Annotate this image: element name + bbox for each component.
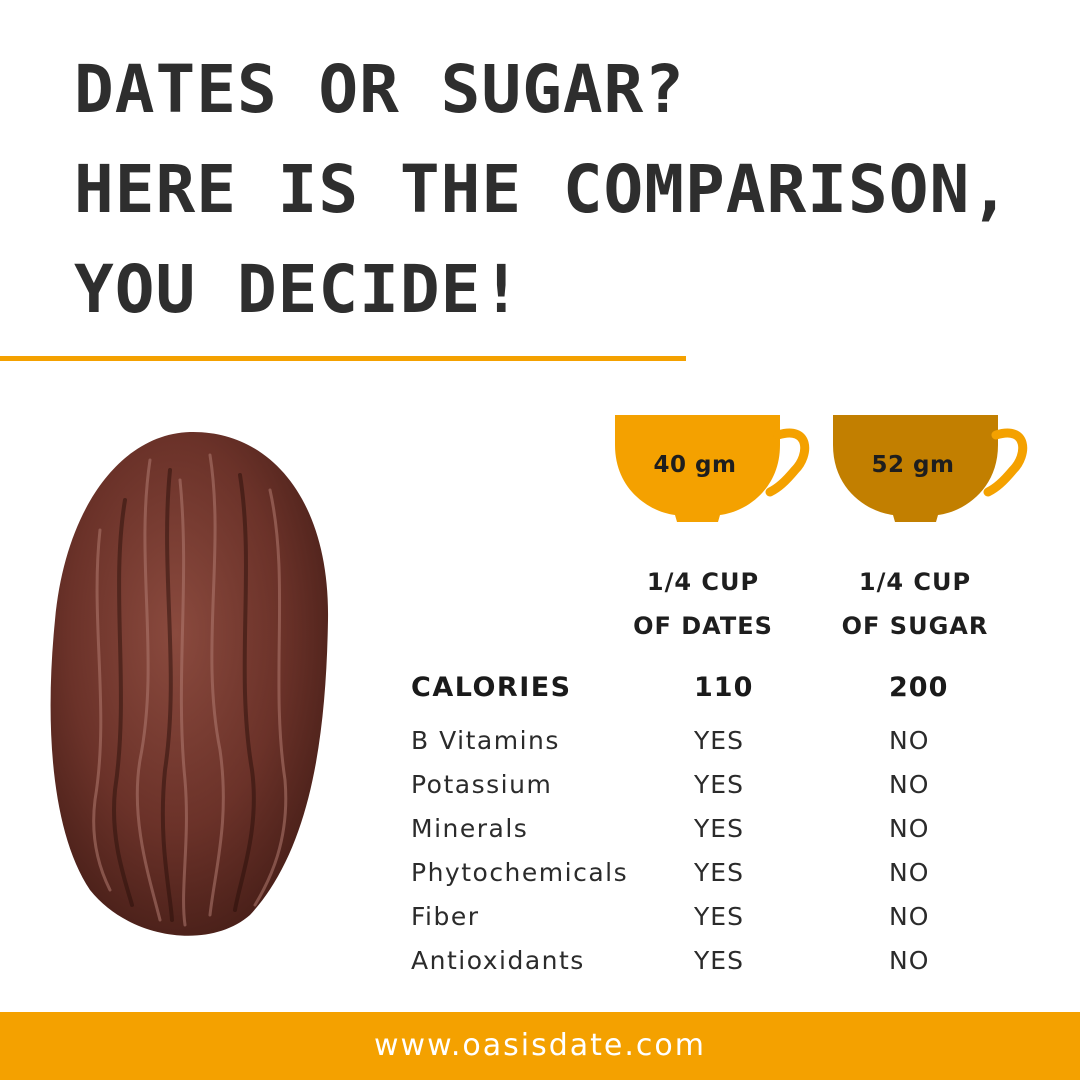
column-header-sugar-line-1: 1/4 CUP bbox=[858, 568, 972, 596]
nutrient-label: Phytochemicals bbox=[411, 858, 629, 887]
nutrient-label: Antioxidants bbox=[411, 946, 585, 975]
headline-line-1: DATES OR SUGAR? bbox=[74, 51, 686, 128]
calories-dates-value: 110 bbox=[694, 672, 754, 703]
column-header-dates: 1/4 CUP OF DATES bbox=[603, 560, 803, 648]
nutrient-label: B Vitamins bbox=[411, 726, 560, 755]
headline: DATES OR SUGAR? HERE IS THE COMPARISON, … bbox=[74, 40, 1034, 340]
calories-sugar-value: 200 bbox=[889, 672, 949, 703]
cup-dates: 40 gm bbox=[610, 410, 810, 525]
sugar-value: NO bbox=[889, 858, 930, 887]
dates-value: YES bbox=[694, 726, 744, 755]
footer-bar: www.oasisdate.com bbox=[0, 1012, 1080, 1080]
dates-value: YES bbox=[694, 946, 744, 975]
dates-value: YES bbox=[694, 902, 744, 931]
cup-sugar-amount: 52 gm bbox=[871, 452, 955, 478]
cup-sugar: 52 gm bbox=[828, 410, 1028, 525]
comparison-table: CALORIES 110 200 B Vitamins YES NO Potas… bbox=[411, 668, 1051, 986]
sugar-value: NO bbox=[889, 726, 930, 755]
column-header-sugar: 1/4 CUP OF SUGAR bbox=[815, 560, 1015, 648]
website-link[interactable]: www.oasisdate.com bbox=[374, 1028, 706, 1063]
accent-divider bbox=[0, 356, 686, 361]
cup-dates-amount: 40 gm bbox=[653, 452, 737, 478]
sugar-value: NO bbox=[889, 814, 930, 843]
table-row: Minerals YES NO bbox=[411, 810, 1051, 854]
dates-value: YES bbox=[694, 814, 744, 843]
dates-value: YES bbox=[694, 858, 744, 887]
column-header-dates-line-2: OF DATES bbox=[633, 612, 773, 640]
nutrient-label: Minerals bbox=[411, 814, 529, 843]
table-header-row: CALORIES 110 200 bbox=[411, 668, 1051, 722]
cup-dates-icon bbox=[615, 415, 810, 522]
sugar-value: NO bbox=[889, 902, 930, 931]
table-row: Potassium YES NO bbox=[411, 766, 1051, 810]
date-fruit-image bbox=[50, 431, 329, 936]
nutrient-label: Fiber bbox=[411, 902, 480, 931]
headline-line-2: HERE IS THE COMPARISON, bbox=[74, 151, 1011, 228]
table-row: B Vitamins YES NO bbox=[411, 722, 1051, 766]
sugar-value: NO bbox=[889, 946, 930, 975]
table-row: Fiber YES NO bbox=[411, 898, 1051, 942]
cup-sugar-icon bbox=[833, 415, 1028, 522]
nutrient-label: Potassium bbox=[411, 770, 553, 799]
column-header-sugar-line-2: OF SUGAR bbox=[841, 612, 989, 640]
headline-line-3: YOU DECIDE! bbox=[74, 251, 523, 328]
column-header-dates-line-1: 1/4 CUP bbox=[646, 568, 760, 596]
table-row: Phytochemicals YES NO bbox=[411, 854, 1051, 898]
sugar-value: NO bbox=[889, 770, 930, 799]
dates-value: YES bbox=[694, 770, 744, 799]
table-row: Antioxidants YES NO bbox=[411, 942, 1051, 986]
calories-label: CALORIES bbox=[411, 672, 572, 703]
